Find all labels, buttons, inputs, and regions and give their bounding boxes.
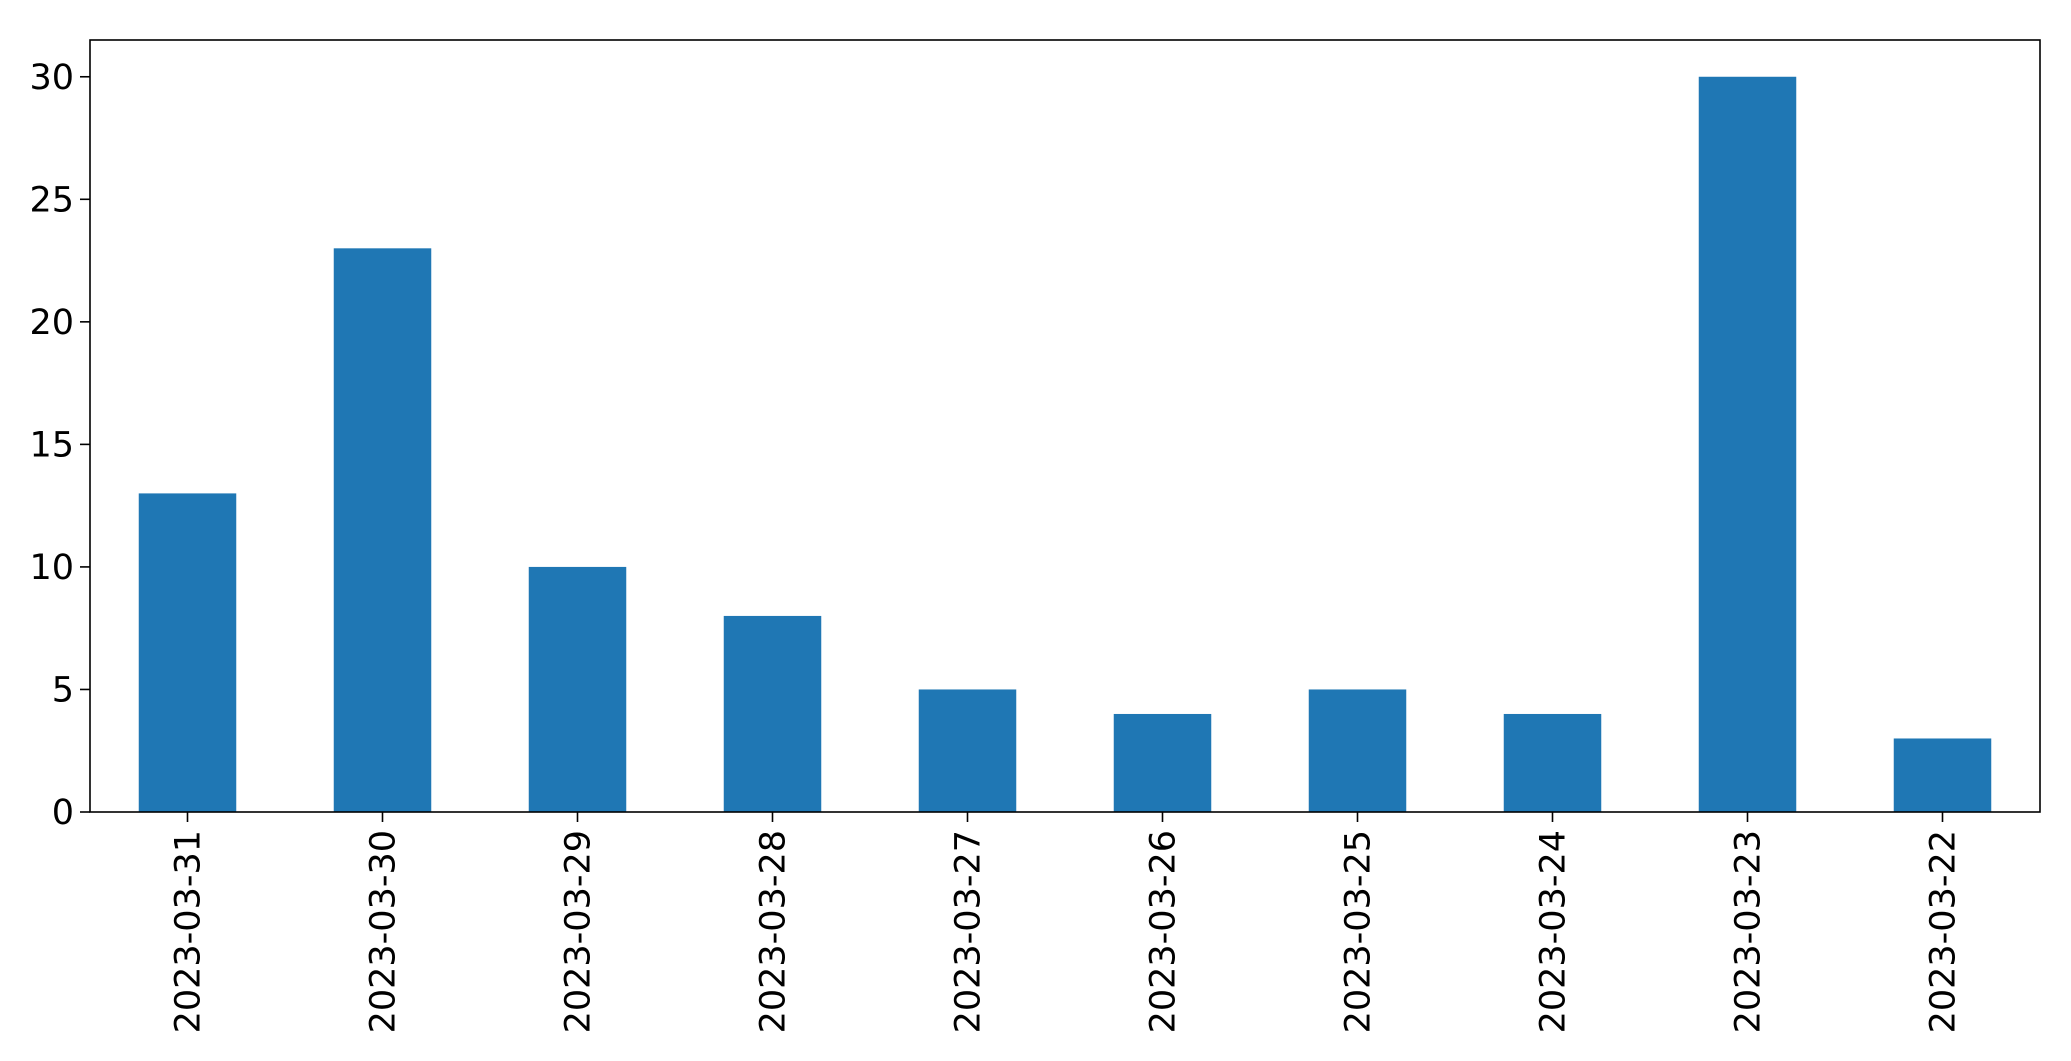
bar-2023-03-22 [1893,738,1992,812]
x-tick-label: 2023-03-31 [169,830,209,1033]
y-tick-label: 10 [29,548,74,588]
x-tick-label: 2023-03-30 [364,830,404,1033]
x-tick-label: 2023-03-28 [754,830,794,1033]
y-tick-label: 0 [52,793,74,833]
y-tick-label: 25 [29,180,74,220]
bar-2023-03-25 [1308,689,1407,812]
x-tick-label: 2023-03-23 [1729,830,1769,1033]
x-axis: 2023-03-31 2023-03-30 2023-03-29 2023-03-28… [169,812,1964,1033]
plot-frame [89,39,2041,813]
x-tick-label: 2023-03-26 [1144,830,1184,1033]
bar-2023-03-24 [1503,713,1602,812]
bar-2023-03-29 [528,566,627,812]
x-tick-label: 2023-03-27 [949,830,989,1033]
y-axis: 0 5 10 15 20 25 30 [29,58,90,833]
bar-2023-03-26 [1113,713,1212,812]
x-tick-label: 2023-03-29 [559,830,599,1033]
bars-group [138,76,1992,813]
x-tick-label: 2023-03-24 [1534,830,1574,1033]
bar-2023-03-28 [723,615,822,812]
x-tick-label: 2023-03-22 [1924,830,1964,1033]
bar-2023-03-23 [1698,76,1797,812]
bar-2023-03-31 [138,493,237,812]
y-tick-label: 5 [52,670,74,710]
x-tick-label: 2023-03-25 [1339,830,1379,1033]
y-tick-label: 30 [29,58,74,98]
y-tick-label: 20 [29,303,74,343]
y-tick-label: 15 [29,425,74,465]
bar-2023-03-27 [918,689,1017,812]
bar-2023-03-30 [333,248,432,813]
